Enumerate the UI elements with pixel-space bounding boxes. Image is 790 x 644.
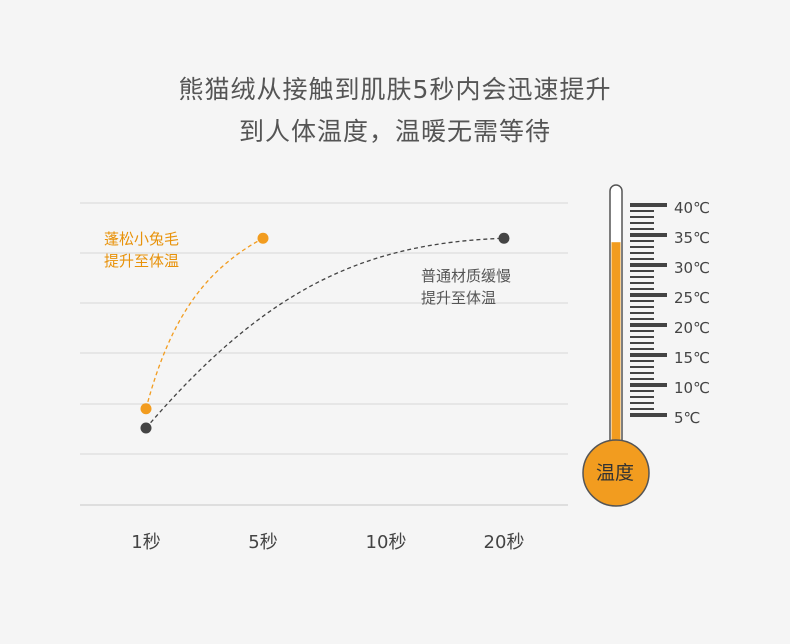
thermometer-minor-tick xyxy=(630,342,654,344)
thermometer-major-tick xyxy=(630,383,667,387)
thermometer-minor-tick xyxy=(630,312,654,314)
thermometer-bulb-label: 温度 xyxy=(595,462,634,484)
data-point xyxy=(498,232,510,244)
ordinary-annotation-line2: 提升至体温 xyxy=(421,289,497,307)
x-tick-label: 5秒 xyxy=(248,532,278,553)
headline-line-1: 熊猫绒从接触到肌肤5秒内会迅速提升 xyxy=(178,75,612,104)
data-point xyxy=(140,403,152,415)
thermometer-minor-tick xyxy=(630,228,654,230)
thermometer-minor-tick xyxy=(630,378,654,380)
series-line xyxy=(145,237,264,409)
data-point xyxy=(257,232,269,244)
chart-series xyxy=(140,232,510,434)
fluffy-annotation-line2: 提升至体温 xyxy=(104,252,180,270)
thermometer-tick-label: 10℃ xyxy=(674,379,710,397)
thermometer-minor-tick xyxy=(630,240,654,242)
thermometer-minor-tick xyxy=(630,288,654,290)
thermometer xyxy=(582,184,667,507)
thermometer-minor-tick xyxy=(630,252,654,254)
headline-line-2: 到人体温度，温暖无需等待 xyxy=(238,117,551,146)
data-point xyxy=(140,422,152,434)
thermometer-minor-tick xyxy=(630,408,654,410)
thermometer-minor-tick xyxy=(630,300,654,302)
thermometer-minor-tick xyxy=(630,372,654,374)
series-line xyxy=(145,237,505,429)
thermometer-minor-tick xyxy=(630,402,654,404)
thermometer-minor-tick xyxy=(630,348,654,350)
thermometer-minor-tick xyxy=(630,282,654,284)
x-tick-label: 10秒 xyxy=(365,532,407,553)
thermometer-minor-tick xyxy=(630,246,654,248)
fluffy-annotation: 蓬松小兔毛 提升至体温 xyxy=(104,228,179,272)
ordinary-annotation: 普通材质缓慢 提升至体温 xyxy=(421,265,511,309)
thermometer-major-tick xyxy=(630,293,667,297)
thermometer-fill xyxy=(611,242,621,455)
ordinary-annotation-line1: 普通材质缓慢 xyxy=(421,267,512,285)
thermometer-minor-tick xyxy=(630,258,654,260)
thermometer-bulb xyxy=(582,439,650,507)
thermometer-minor-tick xyxy=(630,366,654,368)
thermometer-minor-tick xyxy=(630,330,654,332)
thermometer-tick-label: 25℃ xyxy=(674,289,710,307)
thermometer-tick-label: 30℃ xyxy=(674,259,710,277)
thermometer-minor-tick xyxy=(630,336,654,338)
thermometer-major-tick xyxy=(630,263,667,267)
thermometer-major-tick xyxy=(630,233,667,237)
thermometer-minor-tick xyxy=(630,306,654,308)
thermometer-major-tick xyxy=(630,203,667,207)
x-tick-label: 20秒 xyxy=(483,532,525,553)
thermometer-tick-label: 40℃ xyxy=(674,199,710,217)
thermometer-minor-tick xyxy=(630,276,654,278)
fluffy-annotation-line1: 蓬松小兔毛 xyxy=(104,230,180,248)
thermometer-minor-tick xyxy=(630,360,654,362)
thermometer-tick-label: 35℃ xyxy=(674,229,710,247)
thermometer-minor-tick xyxy=(630,270,654,272)
thermometer-major-tick xyxy=(630,323,667,327)
thermometer-minor-tick xyxy=(630,396,654,398)
chart-grid xyxy=(80,202,568,506)
thermometer-minor-tick xyxy=(630,216,654,218)
thermometer-tick-label: 15℃ xyxy=(674,349,710,367)
thermometer-minor-tick xyxy=(630,318,654,320)
thermometer-minor-tick xyxy=(630,390,654,392)
thermometer-major-tick xyxy=(630,413,667,417)
thermometer-minor-tick xyxy=(630,210,654,212)
thermometer-tick-label: 5℃ xyxy=(674,409,701,427)
x-tick-label: 1秒 xyxy=(131,532,161,553)
thermometer-minor-tick xyxy=(630,222,654,224)
thermometer-major-tick xyxy=(630,353,667,357)
thermometer-tick-label: 20℃ xyxy=(674,319,710,337)
